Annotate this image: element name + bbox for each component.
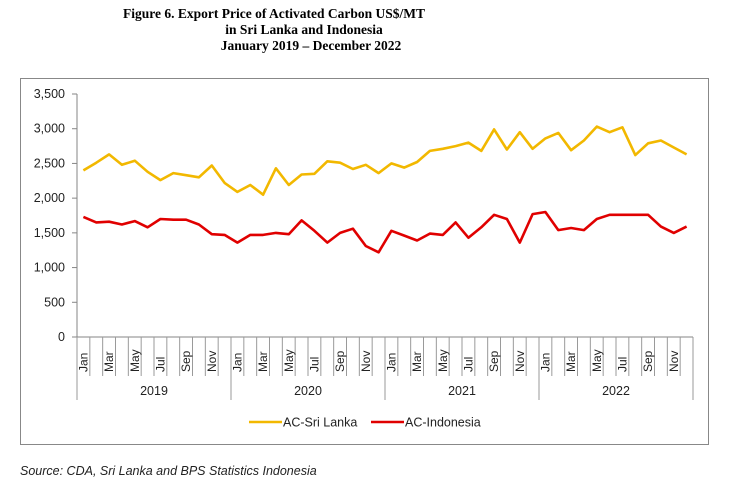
series-line-sri-lanka: [82, 125, 688, 196]
legend-label: AC-Indonesia: [405, 416, 481, 430]
x-month-label: Sep: [641, 350, 655, 372]
x-month-label: Sep: [179, 350, 193, 372]
y-tick-label: 1,500: [34, 226, 65, 240]
x-month-label: Jan: [230, 353, 244, 372]
x-month-label: May: [590, 349, 604, 372]
y-tick-label: 0: [58, 330, 65, 344]
x-month-label: Jul: [461, 357, 475, 372]
x-year-label: 2019: [140, 384, 168, 398]
x-year-label: 2020: [294, 384, 322, 398]
x-month-label: May: [128, 349, 142, 372]
x-month-label: Sep: [487, 350, 501, 372]
y-tick-label: 3,000: [34, 122, 65, 136]
series-line-indonesia: [82, 210, 688, 254]
x-month-label: May: [436, 349, 450, 372]
x-month-label: Jan: [76, 353, 90, 372]
x-month-label: Jul: [153, 357, 167, 372]
x-month-label: Nov: [359, 351, 373, 372]
y-tick-label: 500: [44, 295, 65, 309]
chart-title: Figure 6. Export Price of Activated Carb…: [0, 6, 732, 54]
x-month-label: Jul: [615, 357, 629, 372]
y-tick-label: 2,500: [34, 156, 65, 170]
x-month-label: Mar: [564, 351, 578, 372]
chart-title-line-2: in Sri Lanka and Indonesia: [225, 22, 383, 37]
x-month-label: May: [282, 349, 296, 372]
chart-frame: [20, 78, 709, 445]
y-tick-label: 2,000: [34, 191, 65, 205]
x-month-label: Sep: [333, 350, 347, 372]
x-month-label: Jan: [538, 353, 552, 372]
source-note: Source: CDA, Sri Lanka and BPS Statistic…: [20, 464, 317, 478]
x-year-label: 2022: [602, 384, 630, 398]
x-month-label: Mar: [102, 351, 116, 372]
legend-label: AC-Sri Lanka: [283, 416, 357, 430]
x-month-label: Nov: [513, 351, 527, 372]
chart-title-line-3: January 2019 – December 2022: [220, 38, 402, 53]
x-month-label: Mar: [256, 351, 270, 372]
x-month-label: Jan: [384, 353, 398, 372]
x-year-label: 2021: [448, 384, 476, 398]
chart-title-line-1: Figure 6. Export Price of Activated Carb…: [123, 6, 425, 21]
x-month-label: Nov: [667, 351, 681, 372]
x-month-label: Mar: [410, 351, 424, 372]
y-tick-label: 3,500: [34, 87, 65, 101]
x-month-label: Jul: [307, 357, 321, 372]
y-tick-label: 1,000: [34, 261, 65, 275]
x-month-label: Nov: [205, 351, 219, 372]
